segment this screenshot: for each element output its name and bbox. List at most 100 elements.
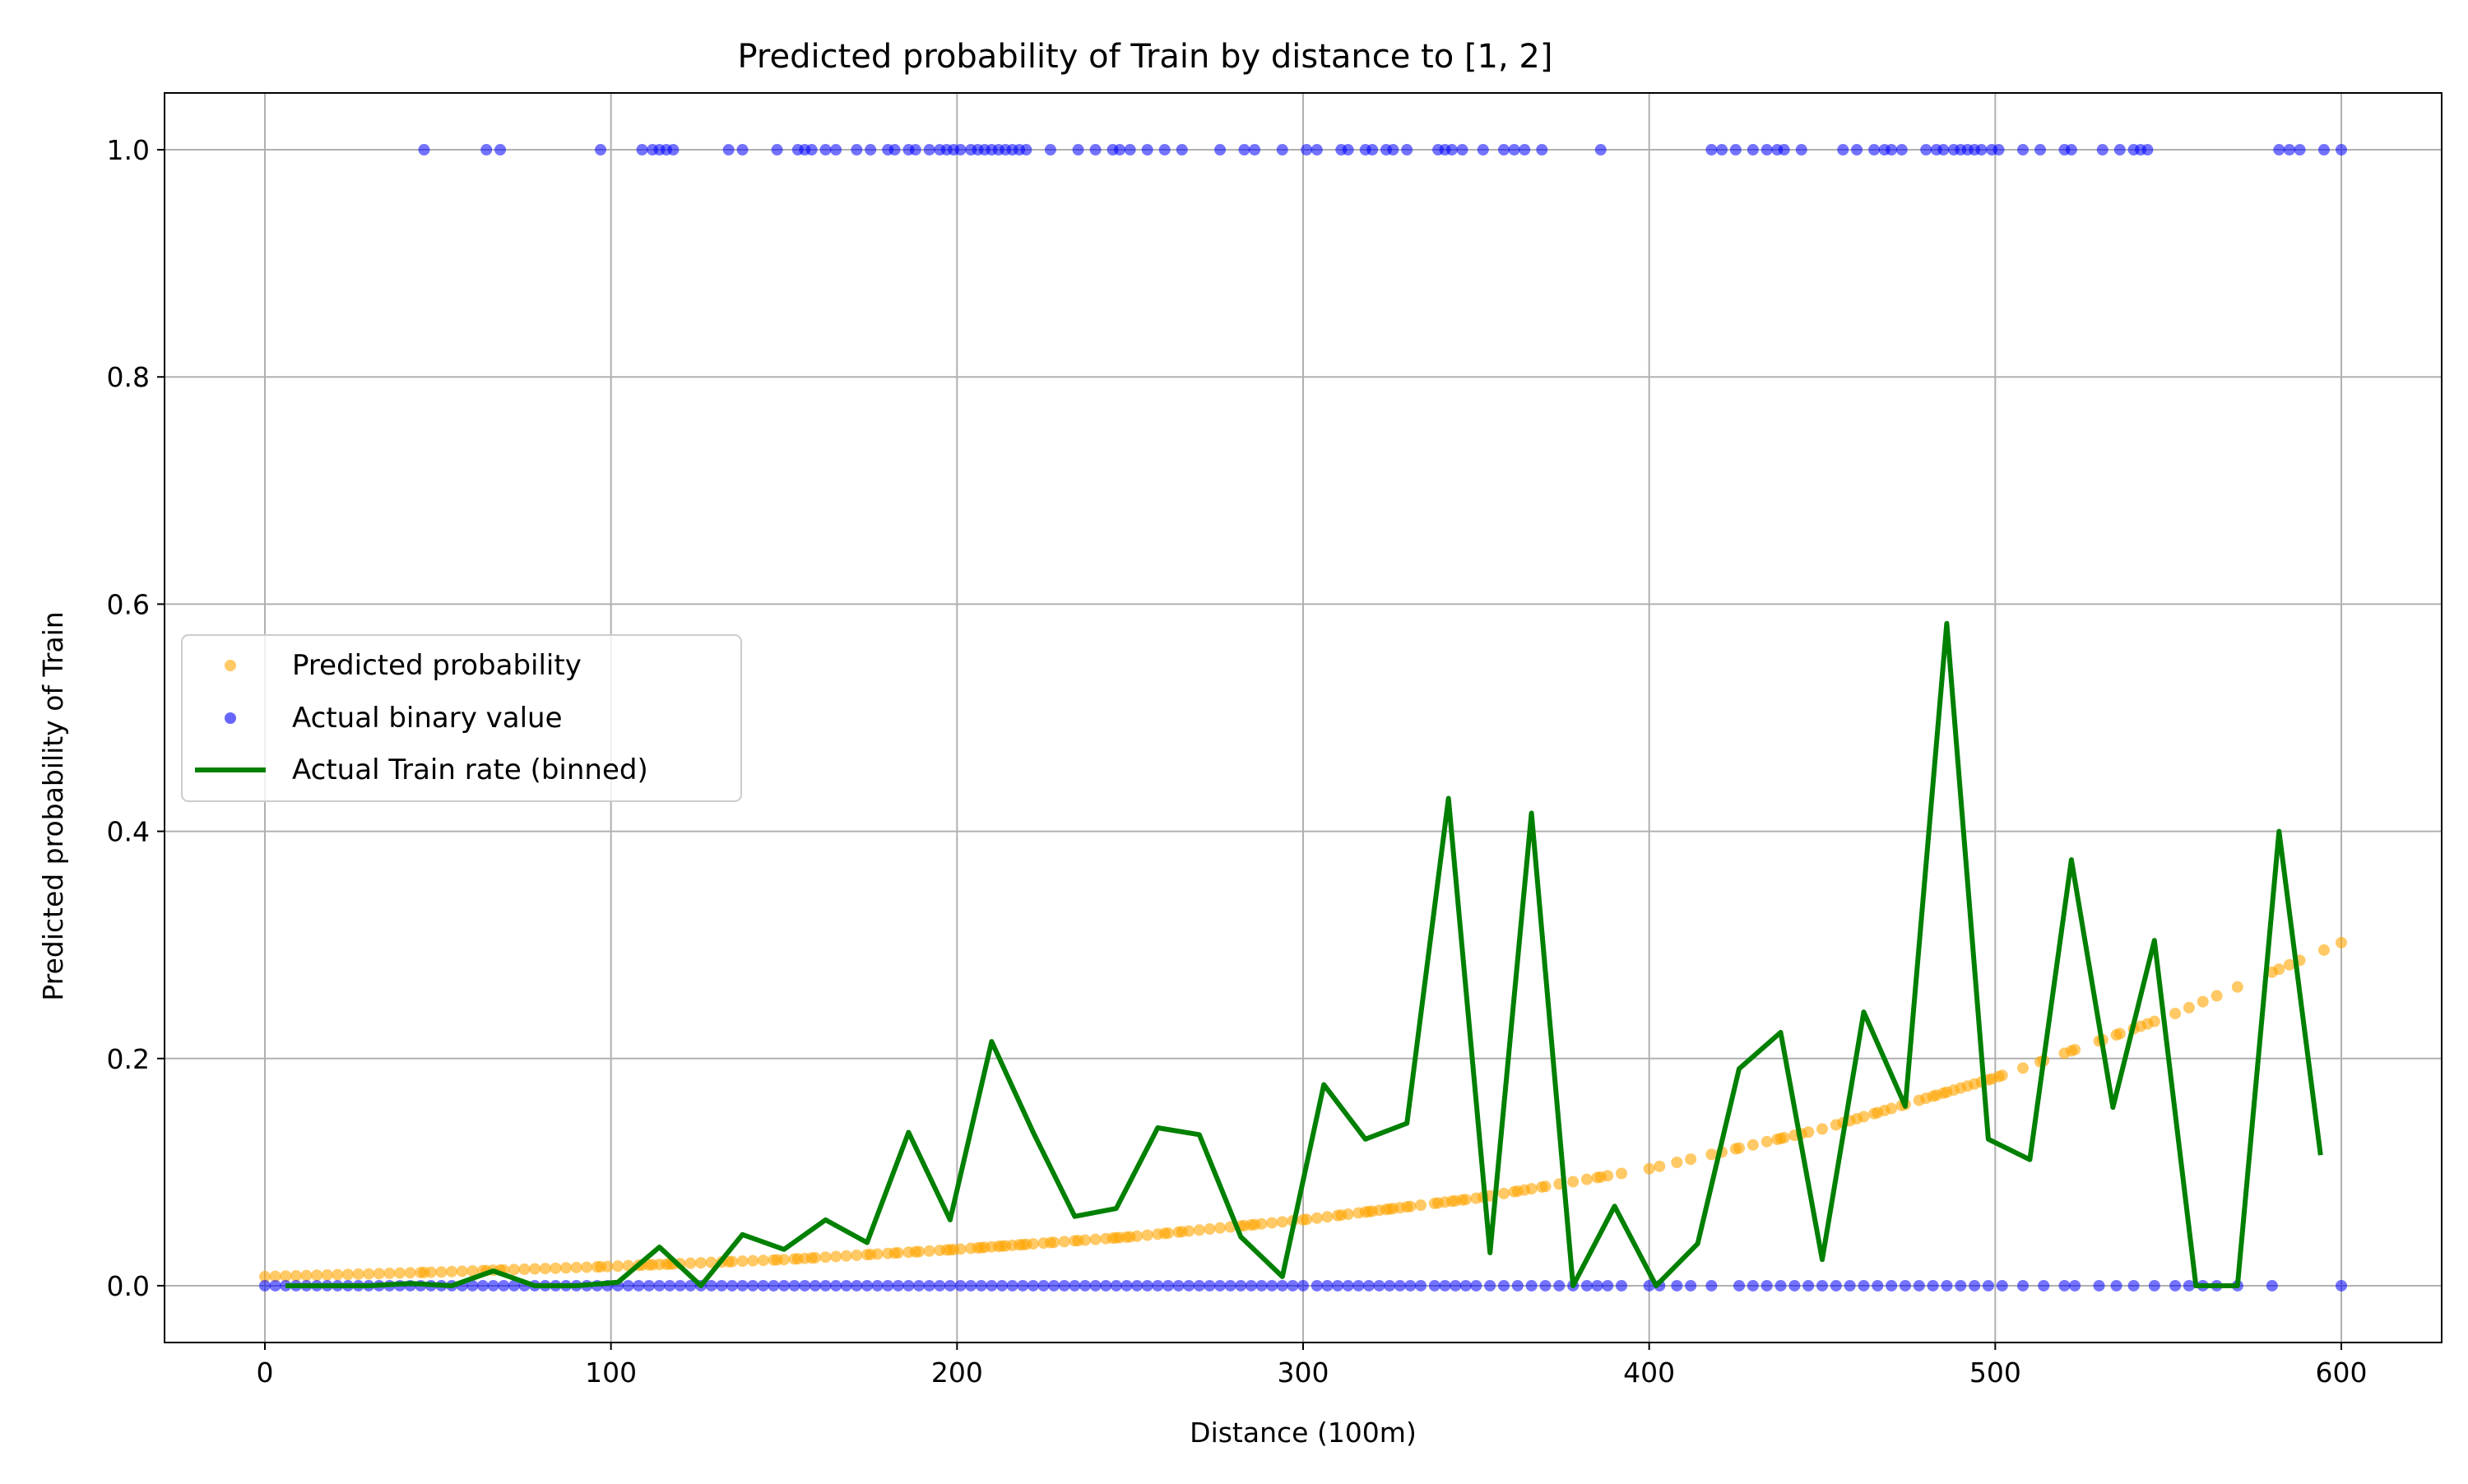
predicted-point (311, 1269, 323, 1282)
actual-point-one (1747, 144, 1759, 156)
predicted-point (1539, 1180, 1552, 1193)
actual-point-zero (1899, 1279, 1911, 1292)
x-tick-label: 500 (1969, 1356, 2021, 1389)
actual-point-zero (684, 1279, 697, 1292)
predicted-point (1497, 1187, 1510, 1199)
predicted-point (559, 1262, 572, 1274)
actual-point-zero (1802, 1279, 1815, 1292)
actual-point-zero (1394, 1279, 1406, 1292)
actual-point-zero (1069, 1279, 1081, 1292)
actual-point-one (1508, 144, 1520, 156)
actual-point-one (909, 144, 921, 156)
actual-point-zero (1415, 1279, 1427, 1292)
actual-point-zero (1089, 1279, 1102, 1292)
predicted-point (1027, 1238, 1039, 1250)
actual-point-zero (2016, 1279, 2029, 1292)
actual-point-one (1594, 144, 1607, 156)
actual-point-one (2113, 144, 2126, 156)
actual-point-zero (2127, 1279, 2140, 1292)
predicted-point (424, 1266, 437, 1278)
predicted-point (2183, 1001, 2195, 1013)
actual-point-one (1778, 144, 1790, 156)
actual-point-one (636, 144, 648, 156)
actual-point-one (1114, 144, 1126, 156)
predicted-point (1255, 1217, 1268, 1230)
actual-point-zero (1439, 1279, 1451, 1292)
actual-point-zero (1450, 1279, 1462, 1292)
actual-point-zero (747, 1279, 759, 1292)
actual-point-zero (1276, 1279, 1288, 1292)
predicted-point (1162, 1227, 1174, 1240)
actual-point-one (480, 144, 493, 156)
actual-point-zero (2183, 1279, 2195, 1292)
actual-point-zero (643, 1279, 655, 1292)
actual-point-zero (1913, 1279, 1925, 1292)
predicted-point (1058, 1236, 1070, 1248)
predicted-point (300, 1269, 313, 1282)
actual-point-one (819, 144, 832, 156)
actual-point-zero (2169, 1279, 2182, 1292)
actual-point-one (1366, 144, 1379, 156)
actual-point-one (865, 144, 877, 156)
actual-point-one (851, 144, 863, 156)
predicted-point (352, 1268, 364, 1280)
actual-point-one (1342, 144, 1354, 156)
actual-point-one (1089, 144, 1102, 156)
actual-point-one (1795, 144, 1807, 156)
y-tick-label: 0.6 (107, 588, 150, 620)
legend-label-actual: Actual binary value (292, 702, 563, 735)
actual-point-one (1301, 144, 1313, 156)
actual-point-zero (705, 1279, 717, 1292)
actual-point-one (1536, 144, 1548, 156)
actual-point-zero (674, 1279, 686, 1292)
legend-marker-predicted (225, 660, 236, 671)
predicted-point (2197, 995, 2209, 1008)
actual-point-zero (1553, 1279, 1566, 1292)
legend-label-predicted: Predicted probability (292, 649, 582, 682)
predicted-point (550, 1262, 562, 1274)
predicted-point (1654, 1160, 1666, 1172)
predicted-point (601, 1260, 614, 1273)
predicted-point (581, 1261, 593, 1273)
predicted-point (923, 1245, 935, 1257)
predicted-point (2273, 963, 2285, 976)
actual-point-zero (466, 1279, 479, 1292)
predicted-point (777, 1254, 790, 1266)
actual-point-one (1895, 144, 1908, 156)
predicted-point (1459, 1194, 1472, 1206)
actual-point-zero (1671, 1279, 1683, 1292)
predicted-point (1193, 1224, 1205, 1236)
actual-point-zero (1580, 1279, 1593, 1292)
binned-rate-line (285, 620, 2323, 1288)
predicted-point (2113, 1027, 2126, 1040)
actual-point-zero (1172, 1279, 1185, 1292)
actual-point-zero (799, 1279, 811, 1292)
actual-point-one (1176, 144, 1188, 156)
predicted-point (851, 1249, 863, 1261)
predicted-point (2148, 1015, 2160, 1027)
predicted-point (1131, 1230, 1144, 1242)
predicted-point (2336, 936, 2348, 948)
predicted-point (1733, 1142, 1746, 1154)
predicted-point (830, 1250, 842, 1263)
actual-point-zero (1705, 1279, 1718, 1292)
actual-point-zero (1927, 1279, 1939, 1292)
actual-point-zero (726, 1279, 738, 1292)
binned-rate-series (285, 620, 2323, 1288)
actual-point-one (1311, 144, 1323, 156)
actual-point-zero (1497, 1279, 1510, 1292)
actual-point-zero (1287, 1279, 1299, 1292)
actual-point-zero (892, 1279, 904, 1292)
actual-point-zero (1297, 1279, 1309, 1292)
predicted-point (736, 1255, 749, 1268)
predicted-point (1671, 1156, 1683, 1168)
actual-point-one (1761, 144, 1773, 156)
predicted-point (363, 1268, 375, 1280)
actual-point-zero (2069, 1279, 2081, 1292)
actual-point-one (1729, 144, 1742, 156)
predicted-point (1404, 1200, 1417, 1213)
actual-point-zero (1886, 1279, 1898, 1292)
actual-point-zero (861, 1279, 873, 1292)
actual-point-one (830, 144, 842, 156)
